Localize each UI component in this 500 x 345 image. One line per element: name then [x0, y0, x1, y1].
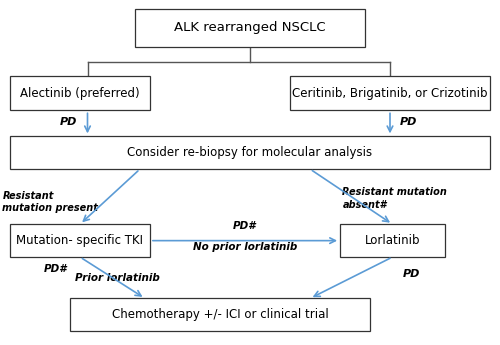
FancyBboxPatch shape — [340, 224, 445, 257]
Text: Chemotherapy +/- ICI or clinical trial: Chemotherapy +/- ICI or clinical trial — [112, 308, 328, 321]
Text: Lorlatinib: Lorlatinib — [365, 234, 420, 247]
Text: Ceritinib, Brigatinib, or Crizotinib: Ceritinib, Brigatinib, or Crizotinib — [292, 87, 488, 100]
Text: PD#: PD# — [44, 264, 68, 274]
FancyBboxPatch shape — [70, 298, 370, 331]
FancyBboxPatch shape — [10, 224, 150, 257]
Text: PD: PD — [402, 269, 420, 279]
FancyBboxPatch shape — [10, 136, 490, 169]
FancyBboxPatch shape — [10, 76, 150, 110]
Text: Resistant mutation
absent#: Resistant mutation absent# — [342, 187, 448, 209]
FancyBboxPatch shape — [135, 9, 365, 47]
Text: ALK rearranged NSCLC: ALK rearranged NSCLC — [174, 21, 326, 34]
Text: Resistant
mutation present: Resistant mutation present — [2, 191, 98, 213]
Text: Mutation- specific TKI: Mutation- specific TKI — [16, 234, 144, 247]
Text: Prior lorlatinib: Prior lorlatinib — [75, 273, 160, 283]
Text: No prior lorlatinib: No prior lorlatinib — [193, 241, 297, 252]
Text: PD: PD — [60, 117, 78, 127]
Text: Consider re-biopsy for molecular analysis: Consider re-biopsy for molecular analysi… — [128, 146, 372, 159]
Text: PD#: PD# — [234, 221, 257, 231]
FancyBboxPatch shape — [290, 76, 490, 110]
Text: Alectinib (preferred): Alectinib (preferred) — [20, 87, 140, 100]
Text: PD: PD — [400, 117, 417, 127]
